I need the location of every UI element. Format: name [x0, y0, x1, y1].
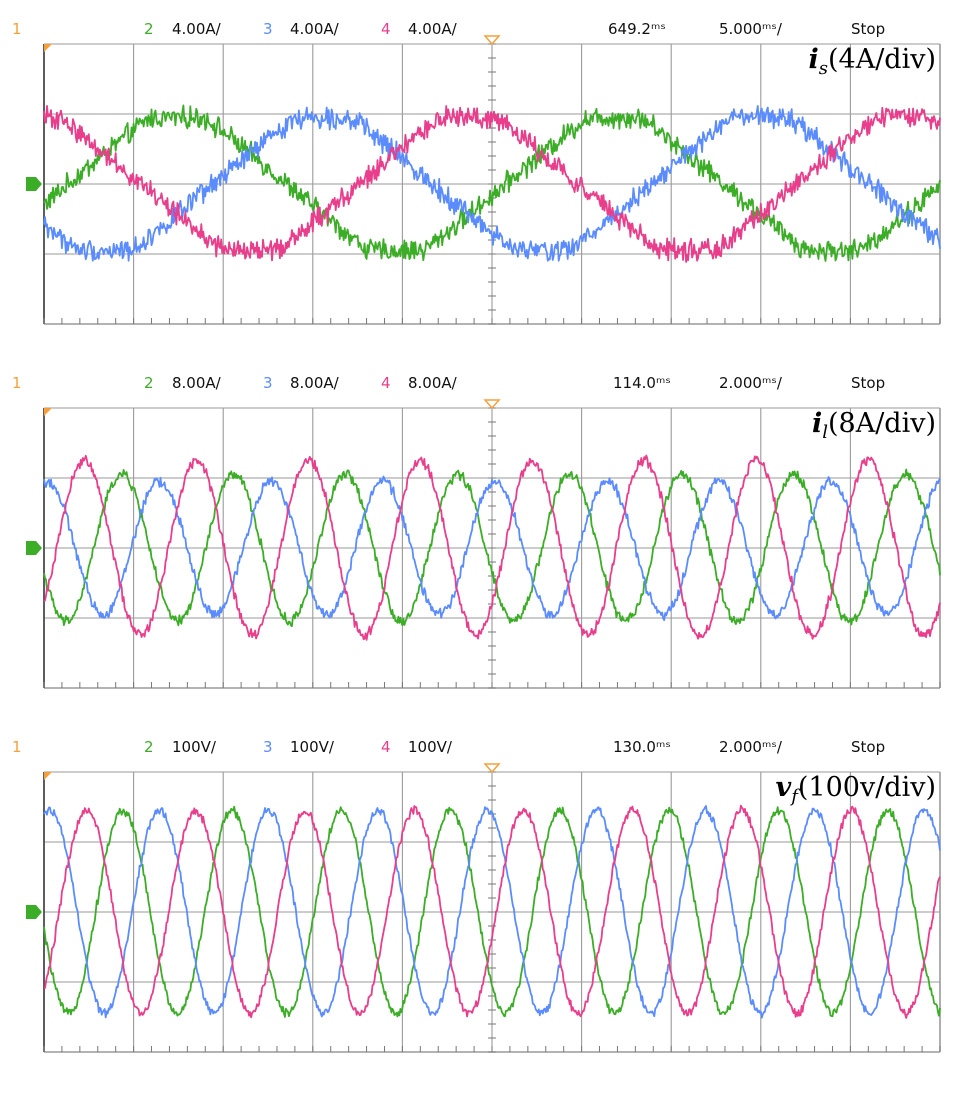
- trigger-position-marker: [483, 35, 501, 46]
- graticule: [43, 771, 941, 1053]
- trace-channel-3: [43, 805, 941, 1019]
- timebase-readout: 2.000ᵐˢ/: [719, 738, 782, 756]
- trigger-delay-readout: 114.0ᵐˢ: [613, 374, 671, 392]
- scope-screen-2: vf(100v/div): [26, 763, 941, 1053]
- trace-channel-3: [43, 105, 941, 262]
- trace-channel-2: [43, 468, 941, 628]
- title-scale: (8A/div): [828, 408, 936, 439]
- ch1-reference-marker: [44, 772, 52, 780]
- trigger-position-marker: [483, 763, 501, 774]
- channel-1-label: 1: [12, 738, 22, 756]
- trigger-position-marker: [483, 399, 501, 410]
- trace-channel-2: [43, 805, 941, 1018]
- channel-2-number: 2: [144, 374, 154, 392]
- scope-screen-1: il(8A/div): [26, 399, 941, 689]
- channel-1-label: 1: [12, 374, 22, 392]
- scope-panel-filter-voltage: 1 2 100V/ 3 100V/ 4 100V/ 130.0ᵐˢ 2.000ᵐ…: [0, 730, 955, 1060]
- acquisition-status: Stop: [851, 738, 886, 756]
- channel-2-number: 2: [144, 20, 154, 38]
- trace-channel-4: [43, 804, 941, 1019]
- ground-reference-marker: [26, 905, 42, 919]
- channel-3-number: 3: [263, 374, 273, 392]
- acquisition-status: Stop: [851, 374, 886, 392]
- channel-4-scale: 4.00A/: [408, 20, 457, 38]
- channel-2-scale: 100V/: [172, 738, 216, 756]
- channel-4-number: 4: [381, 374, 391, 392]
- trace-channel-4: [43, 105, 941, 263]
- acquisition-status: Stop: [851, 20, 886, 38]
- title-subscript: s: [819, 58, 828, 79]
- channel-3-scale: 8.00A/: [290, 374, 339, 392]
- channel-4-number: 4: [381, 738, 391, 756]
- channel-3-number: 3: [263, 20, 273, 38]
- channel-4-scale: 100V/: [408, 738, 452, 756]
- channel-3-scale: 100V/: [290, 738, 334, 756]
- channel-4-scale: 8.00A/: [408, 374, 457, 392]
- channel-1-label: 1: [12, 20, 22, 38]
- scope-panel-load-current: 1 2 8.00A/ 3 8.00A/ 4 8.00A/ 114.0ᵐˢ 2.0…: [0, 366, 955, 696]
- graticule: [43, 43, 941, 325]
- channel-3-number: 3: [263, 738, 273, 756]
- channel-2-scale: 4.00A/: [172, 20, 221, 38]
- graticule: [43, 407, 941, 689]
- timebase-readout: 2.000ᵐˢ/: [719, 374, 782, 392]
- trace-channel-2: [43, 104, 941, 262]
- title-symbol: v: [776, 772, 792, 803]
- scope-panel-source-current: 1 2 4.00A/ 3 4.00A/ 4 4.00A/ 649.2ᵐˢ 5.0…: [0, 0, 955, 330]
- trigger-delay-readout: 130.0ᵐˢ: [613, 738, 671, 756]
- trace-channel-4: [43, 454, 941, 641]
- ch1-reference-marker: [44, 408, 52, 416]
- channel-2-number: 2: [144, 738, 154, 756]
- title-symbol: i: [808, 44, 818, 75]
- channel-2-scale: 8.00A/: [172, 374, 221, 392]
- ground-reference-marker: [26, 541, 42, 555]
- title-subscript: l: [822, 422, 828, 443]
- panel-title: il(8A/div): [812, 408, 936, 443]
- title-scale: (100v/div): [798, 772, 936, 803]
- timebase-readout: 5.000ᵐˢ/: [719, 20, 782, 38]
- panel-title: vf(100v/div): [776, 772, 937, 807]
- panel-title: is(4A/div): [808, 44, 936, 79]
- ch1-reference-marker: [44, 44, 52, 52]
- title-scale: (4A/div): [828, 44, 936, 75]
- trigger-delay-readout: 649.2ᵐˢ: [608, 20, 666, 38]
- scope-screen-0: is(4A/div): [26, 35, 941, 325]
- title-symbol: i: [812, 408, 822, 439]
- channel-3-scale: 4.00A/: [290, 20, 339, 38]
- channel-4-number: 4: [381, 20, 391, 38]
- trace-channel-3: [43, 475, 941, 621]
- ground-reference-marker: [26, 177, 42, 191]
